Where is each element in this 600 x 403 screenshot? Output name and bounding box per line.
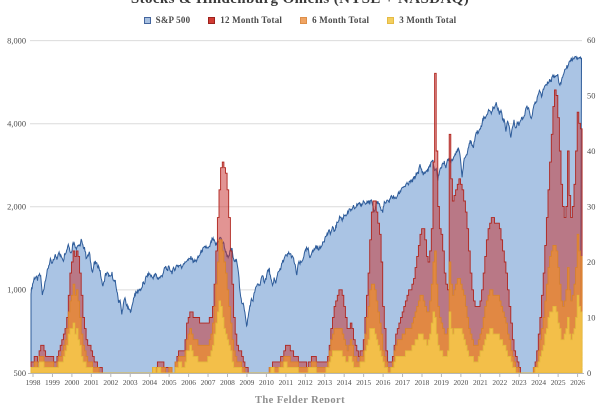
right-tick-label-50: 50 bbox=[587, 91, 595, 100]
x-tick-label-1999: 1999 bbox=[45, 378, 60, 387]
x-tick-label-2007: 2007 bbox=[201, 378, 216, 387]
left-tick-label-1000: 1,000 bbox=[7, 286, 26, 295]
legend-swatch-12-month-total bbox=[208, 16, 216, 24]
x-tick-label-2012: 2012 bbox=[298, 378, 313, 387]
x-tick-label-2018: 2018 bbox=[415, 378, 430, 387]
x-tick-label-2017: 2017 bbox=[395, 378, 410, 387]
x-tick-label-2015: 2015 bbox=[356, 378, 371, 387]
right-tick-label-30: 30 bbox=[587, 202, 595, 211]
x-tick-label-2009: 2009 bbox=[240, 378, 255, 387]
x-tick-label-2021: 2021 bbox=[473, 378, 488, 387]
x-tick-label-2022: 2022 bbox=[492, 378, 507, 387]
legend-item-3-month-total: 3 Month Total bbox=[387, 15, 456, 25]
x-tick-label-1998: 1998 bbox=[26, 378, 41, 387]
x-tick-label-2003: 2003 bbox=[123, 378, 138, 387]
chart-title: Stocks & Hindenburg Omens (NYSE + NASDAQ… bbox=[0, 0, 600, 8]
x-tick-label-2001: 2001 bbox=[84, 378, 99, 387]
x-tick-label-2016: 2016 bbox=[376, 378, 391, 387]
legend-item-sp500: S&P 500 bbox=[143, 15, 191, 25]
legend-item-6-month-total: 6 Month Total bbox=[300, 15, 369, 25]
x-tick-label-2006: 2006 bbox=[181, 378, 196, 387]
x-tick-label-2020: 2020 bbox=[453, 378, 468, 387]
legend-label: S&P 500 bbox=[155, 15, 191, 25]
right-tick-label-40: 40 bbox=[587, 147, 595, 156]
source-caption: The Felder Report bbox=[254, 395, 345, 403]
left-tick-label-4000: 4,000 bbox=[7, 120, 26, 129]
x-tick-label-2004: 2004 bbox=[142, 378, 157, 387]
x-tick-label-2023: 2023 bbox=[512, 378, 527, 387]
left-tick-label-2000: 2,000 bbox=[7, 203, 26, 212]
legend-item-12-month-total: 12 Month Total bbox=[208, 15, 282, 25]
legend-label: 3 Month Total bbox=[399, 15, 457, 25]
x-tick-label-2010: 2010 bbox=[259, 378, 274, 387]
left-tick-label-500: 500 bbox=[13, 369, 26, 378]
x-tick-label-2002: 2002 bbox=[103, 378, 118, 387]
x-tick-label-2008: 2008 bbox=[220, 378, 235, 387]
x-tick-label-2005: 2005 bbox=[162, 378, 177, 387]
legend-label: 6 Month Total bbox=[312, 15, 370, 25]
legend-swatch-3-month-total bbox=[387, 16, 395, 24]
right-tick-label-10: 10 bbox=[587, 313, 595, 322]
x-tick-label-2000: 2000 bbox=[65, 378, 80, 387]
x-tick-label-2013: 2013 bbox=[317, 378, 332, 387]
legend: S&P 500 12 Month Total 6 Month Total 3 Mont… bbox=[0, 15, 600, 25]
x-tick-label-2014: 2014 bbox=[337, 378, 352, 387]
legend-swatch-6-month-total bbox=[300, 16, 308, 24]
x-tick-label-2025: 2025 bbox=[551, 378, 566, 387]
right-tick-label-60: 60 bbox=[587, 36, 595, 45]
right-tick-label-20: 20 bbox=[587, 258, 595, 267]
x-tick-label-2026: 2026 bbox=[570, 378, 585, 387]
x-tick-label-2011: 2011 bbox=[279, 378, 294, 387]
legend-label: 12 Month Total bbox=[220, 15, 283, 25]
x-tick-label-2024: 2024 bbox=[531, 378, 546, 387]
x-tick-label-2019: 2019 bbox=[434, 378, 449, 387]
right-tick-label-0: 0 bbox=[587, 369, 591, 378]
left-tick-label-8000: 8,000 bbox=[7, 36, 26, 45]
legend-swatch-sp500 bbox=[143, 16, 151, 24]
